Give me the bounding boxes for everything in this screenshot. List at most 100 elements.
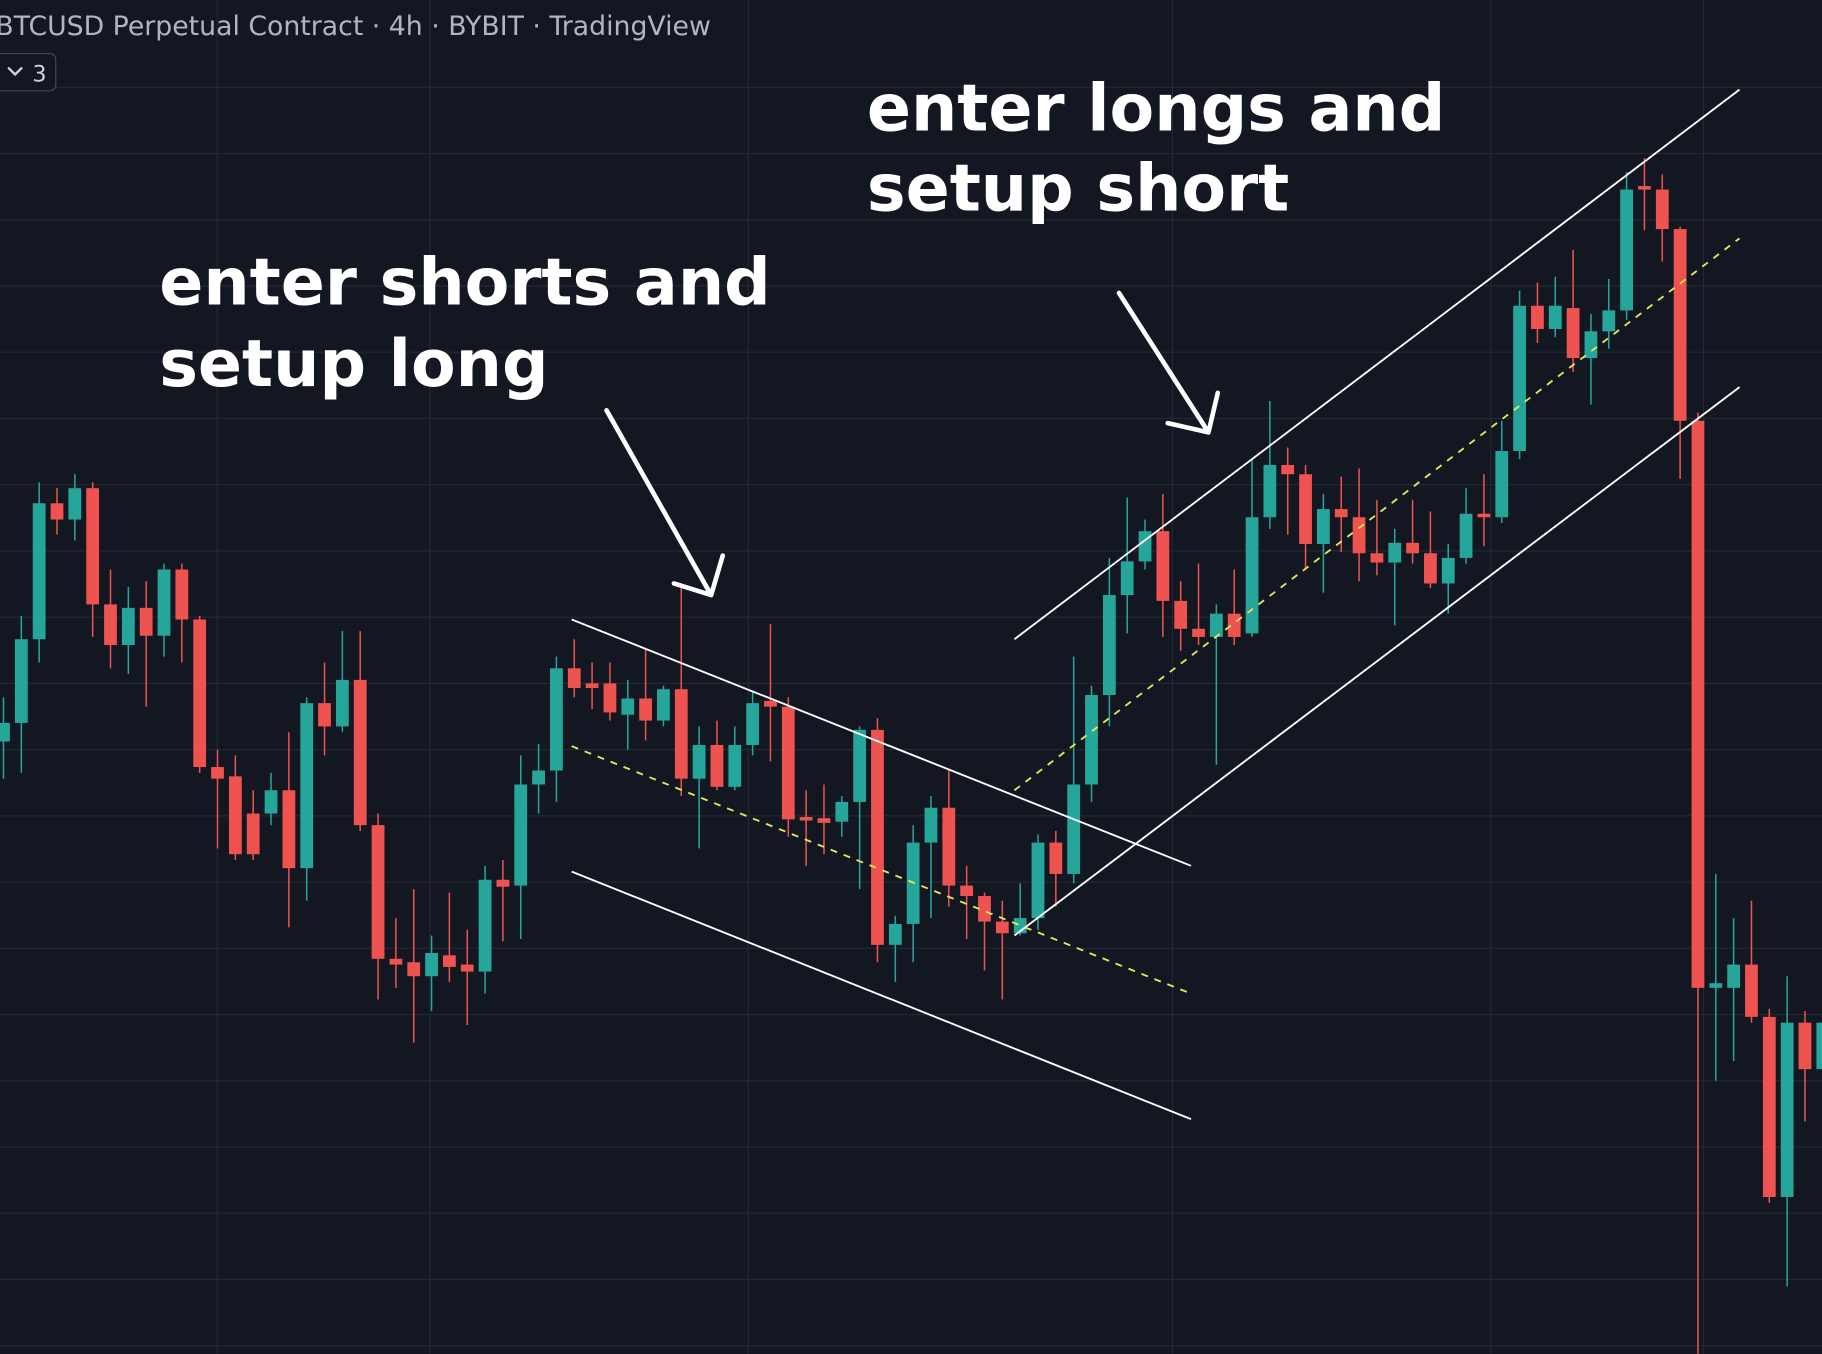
candle-body [1102,595,1116,696]
candle-body [264,790,278,814]
candle-body [1584,331,1598,359]
candle-body [1174,600,1188,629]
annotation: enter shorts and [159,246,771,321]
candle-body [1120,561,1134,596]
candle-body [532,770,545,785]
candle-body [175,569,189,620]
candle-body [1816,1022,1822,1070]
candle-body [1745,964,1758,1017]
candle-body [1263,464,1277,518]
candle-body [1316,509,1330,544]
candle-body [1638,186,1651,190]
candle-body [585,683,599,689]
candle-body [942,807,956,886]
candle-body [1406,542,1419,554]
mid-line [1013,237,1741,792]
candle-body [1798,1022,1812,1070]
candle-body [68,488,82,520]
chevron-icon [7,66,23,77]
candle-body [1548,305,1562,329]
candle-body [1424,553,1437,584]
arrow [604,407,726,598]
candle-body [1709,983,1723,988]
candle-body [746,703,760,745]
candle-body [1495,450,1509,518]
candle-body [728,744,742,787]
candle-body [1513,305,1526,451]
candle-body [639,698,652,721]
trend-line [571,870,1192,1121]
candle-body [799,817,813,821]
candle-body [1067,784,1081,874]
candle-body [621,698,635,715]
candle-body [211,767,224,779]
candle-body [86,488,100,605]
candle-body [1370,553,1384,563]
trend-line [1013,386,1741,937]
candle-body [193,619,207,768]
candle-body [300,703,314,869]
candle-body [335,679,349,727]
candle-body [1477,513,1491,518]
candle-body [1566,308,1580,359]
candle-body [995,921,1009,934]
candle-body [1620,189,1634,311]
candle-body [1031,842,1045,919]
candle-body [478,879,492,972]
candle-body [1049,842,1063,874]
candle-body [1299,474,1312,544]
candle-body [1209,613,1223,637]
candle-body [228,776,242,855]
candle-body [371,825,385,959]
candle-body [692,744,706,779]
candle-body [835,801,849,822]
candle-body [1334,509,1348,518]
candle-body [853,729,867,802]
candle-body [246,813,260,855]
candle-body [960,885,974,897]
candle-body [1441,557,1455,584]
candle-body [104,604,117,646]
candles [0,158,1822,1354]
candle-body [1655,189,1669,230]
candle-body [710,744,724,787]
candle-body [1780,1022,1794,1197]
candle-body [1192,628,1205,637]
candle-body [1388,542,1402,563]
candle-body [1085,695,1098,785]
candle-body [1762,1016,1776,1197]
candle-body [1691,420,1705,988]
trend-line [571,618,1192,867]
candle-body [139,607,153,636]
candle-body [1245,517,1259,634]
candle-body [425,952,438,977]
candle-body [817,818,831,823]
candle-body [1673,229,1687,421]
candle-body [1531,305,1544,329]
candle-body [657,689,670,721]
candle-body [282,790,296,869]
candle-body [1459,513,1473,558]
candle-body [781,706,795,820]
candle-body [567,668,581,689]
candle-body [407,962,421,977]
candle-body [353,679,367,826]
candle-body [1727,964,1741,988]
badge-count: 3 [33,62,47,87]
candle-body [460,964,474,972]
candle-body [157,569,171,636]
annotation: setup short [867,151,1289,226]
candle-body [924,807,938,843]
candle-body [514,784,528,886]
candle-body [389,958,403,965]
badge [0,53,57,92]
candle-body [1281,464,1295,475]
candle-body [121,607,135,646]
candle-body [318,703,331,727]
annotation: setup long [159,327,548,402]
candle-body [1156,531,1170,601]
candle-body [14,639,28,723]
